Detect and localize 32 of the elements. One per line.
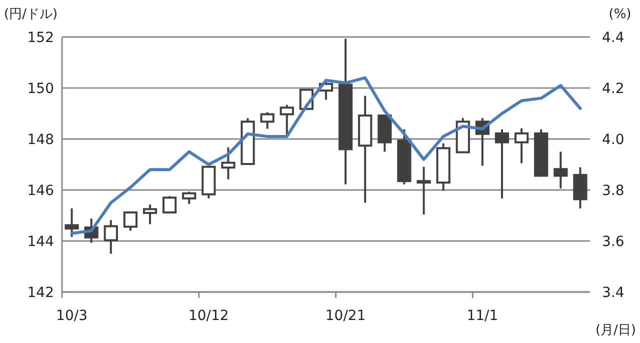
y-tick-label: 142 (27, 285, 54, 301)
y-tick-label: 146 (27, 183, 54, 199)
y-axis-title: (円/ドル) (4, 7, 58, 22)
candlestick (554, 150, 568, 190)
x-tick-label: 10/3 (56, 308, 88, 324)
candlestick (494, 128, 510, 200)
candlestick (104, 219, 118, 255)
candlestick (416, 166, 431, 216)
candlestick (123, 211, 138, 232)
y2-tick-label: 4.4 (602, 30, 624, 46)
candlestick (64, 207, 79, 238)
x-tick-label: 11/1 (466, 308, 498, 324)
y-tick-label: 150 (27, 81, 54, 97)
candlestick (514, 127, 529, 164)
candlestick (142, 204, 158, 226)
candlestick (280, 104, 294, 137)
candlestick (260, 111, 274, 130)
candlestick (182, 190, 196, 206)
y2-tick-label: 3.6 (602, 234, 624, 250)
y2-tick-label: 3.8 (602, 183, 624, 199)
candlestick (221, 146, 236, 180)
y2-axis-title: (%) (608, 7, 632, 22)
y-tick-label: 152 (27, 30, 54, 46)
y2-tick-label: 4.2 (602, 81, 624, 97)
y2-tick-label: 3.4 (602, 285, 624, 301)
x-axis-title: (月/日) (595, 323, 636, 338)
x-tick-label: 10/12 (188, 308, 229, 324)
y-tick-label: 148 (27, 132, 54, 148)
y-tick-label: 144 (27, 234, 54, 250)
y2-tick-label: 4.0 (602, 132, 624, 148)
candlestick (162, 195, 177, 214)
x-tick-label: 10/21 (325, 308, 366, 324)
